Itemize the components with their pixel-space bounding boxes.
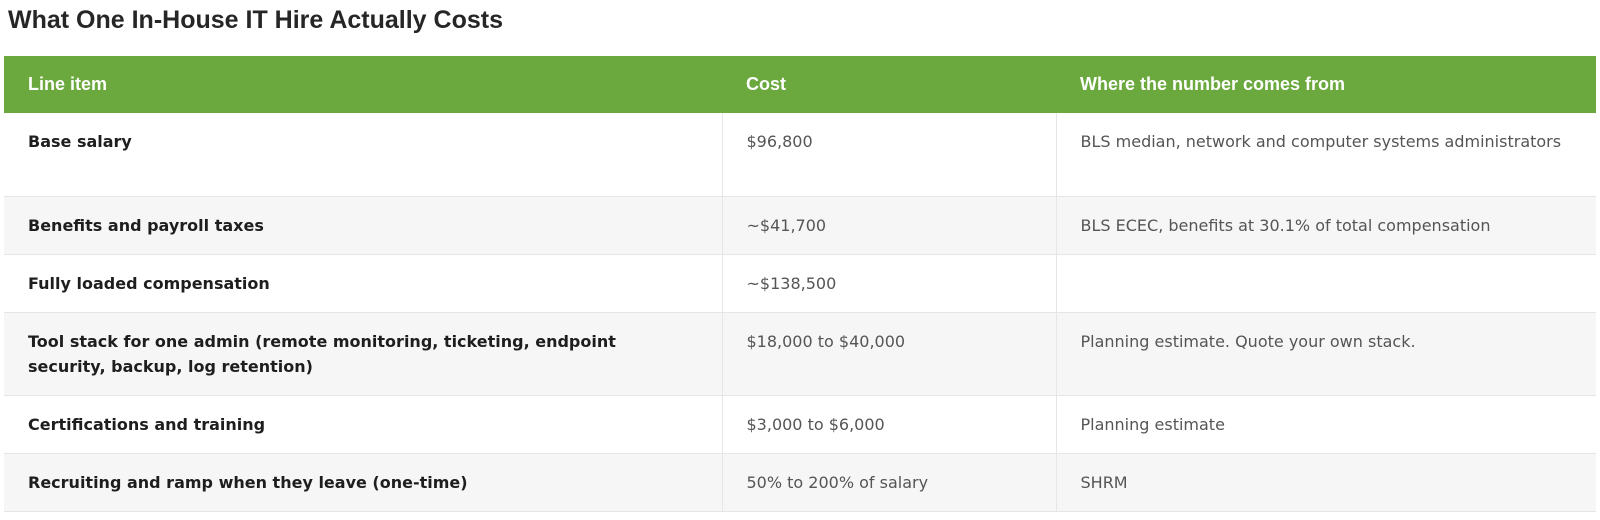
source-cell: BLS ECEC, benefits at 30.1% of total com…	[1055, 196, 1596, 255]
table-header-row: Line item Cost Where the number comes fr…	[4, 56, 1596, 113]
cost-cell: $3,000 to $6,000	[721, 395, 1056, 454]
line-item-cell: Tool stack for one admin (remote monitor…	[4, 312, 722, 396]
cost-table: Line item Cost Where the number comes fr…	[4, 56, 1596, 512]
table-row: Base salary $96,800 BLS median, network …	[4, 113, 1596, 197]
table-row: Benefits and payroll taxes ~$41,700 BLS …	[4, 196, 1596, 255]
line-item-cell: Benefits and payroll taxes	[4, 196, 722, 255]
line-item-cell: Certifications and training	[4, 395, 722, 454]
source-cell	[1055, 254, 1596, 313]
cost-cell: ~$41,700	[721, 196, 1056, 255]
column-header-source: Where the number comes from	[1056, 56, 1596, 113]
table-header: Line item Cost Where the number comes fr…	[4, 56, 1596, 113]
line-item-cell: Recruiting and ramp when they leave (one…	[4, 453, 722, 512]
cost-cell: ~$138,500	[721, 254, 1056, 313]
table-row: Fully loaded compensation ~$138,500	[4, 254, 1596, 313]
table-row: Certifications and training $3,000 to $6…	[4, 395, 1596, 454]
source-cell: Planning estimate	[1055, 395, 1596, 454]
column-header-line-item: Line item	[4, 56, 722, 113]
line-item-cell: Fully loaded compensation	[4, 254, 722, 313]
line-item-cell: Base salary	[4, 113, 722, 197]
page-title: What One In-House IT Hire Actually Costs	[8, 6, 503, 34]
table-row: Tool stack for one admin (remote monitor…	[4, 312, 1596, 396]
source-cell: BLS median, network and computer systems…	[1055, 113, 1596, 197]
table-row: Recruiting and ramp when they leave (one…	[4, 453, 1596, 512]
source-cell: Planning estimate. Quote your own stack.	[1055, 312, 1596, 396]
column-header-cost: Cost	[722, 56, 1056, 113]
cost-cell: 50% to 200% of salary	[721, 453, 1056, 512]
cost-cell: $96,800	[721, 113, 1056, 197]
table-body: Base salary $96,800 BLS median, network …	[4, 113, 1596, 512]
source-cell: SHRM	[1055, 453, 1596, 512]
cost-cell: $18,000 to $40,000	[721, 312, 1056, 396]
